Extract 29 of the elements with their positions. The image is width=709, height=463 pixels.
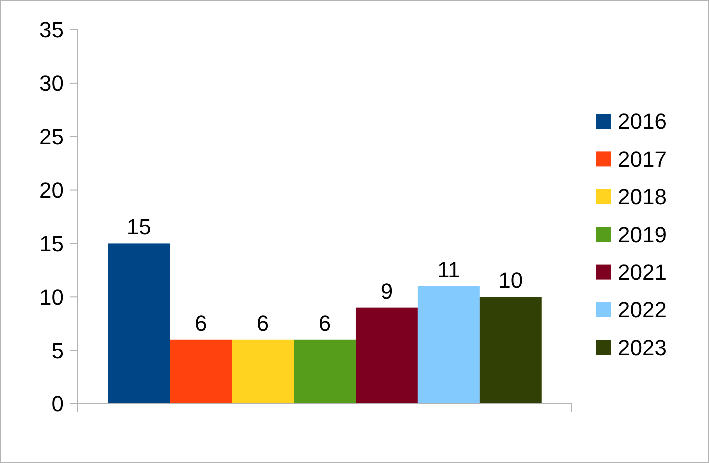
legend-label: 2021 (618, 260, 667, 285)
legend-label: 2017 (618, 146, 667, 172)
y-tick-label: 15 (40, 231, 64, 256)
legend-label: 2023 (618, 335, 667, 360)
bar (356, 308, 418, 404)
y-tick-label: 5 (52, 338, 64, 364)
data-label: 6 (318, 310, 332, 336)
y-tick-label: 20 (40, 178, 64, 203)
data-label: 6 (194, 310, 208, 336)
legend-label: 2019 (618, 222, 667, 248)
data-label: 9 (380, 278, 394, 304)
bar (480, 297, 542, 404)
bar (108, 244, 170, 404)
data-label: 6 (256, 310, 270, 336)
y-tick-label: 30 (40, 71, 64, 96)
legend-label: 2022 (618, 298, 667, 323)
data-label: 10 (498, 268, 524, 294)
bar (418, 286, 480, 404)
legend-label: 2018 (618, 184, 667, 210)
y-tick-label: 0 (52, 392, 64, 417)
y-tick-label: 25 (40, 124, 64, 150)
legend-label: 2016 (618, 109, 667, 134)
data-label: 11 (438, 257, 460, 282)
data-label: 15 (126, 214, 152, 240)
y-tick-label: 35 (40, 18, 64, 43)
bar (232, 340, 294, 404)
bar (170, 340, 232, 404)
y-tick-label: 10 (40, 284, 64, 310)
bar (294, 340, 356, 404)
